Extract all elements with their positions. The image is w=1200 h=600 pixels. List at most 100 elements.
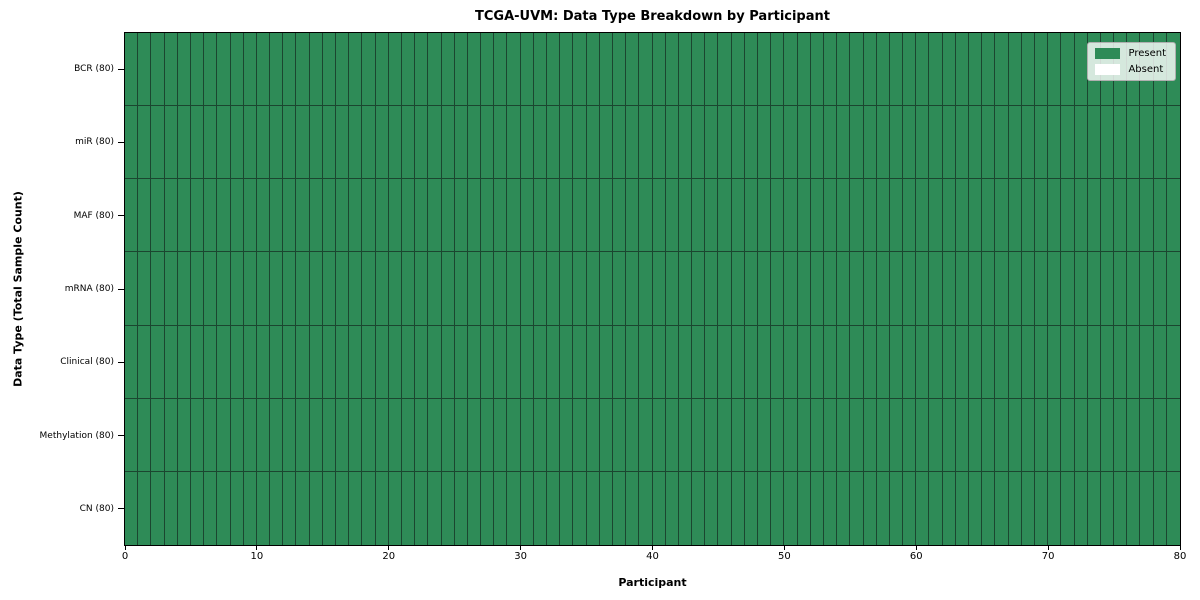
x-tick-label: 10 [250,551,264,562]
heatmap-cell [639,106,653,180]
heatmap-cell [256,179,271,253]
heatmap-cell [1087,106,1101,180]
heatmap-cell [626,325,640,399]
heatmap-cell [652,106,666,180]
heatmap-cell [1140,106,1154,180]
heatmap-cell [599,325,613,399]
heatmap-cell [1114,252,1128,326]
heatmap-cell [850,33,864,107]
heatmap-cell [309,33,323,107]
x-tick-mark [783,545,785,550]
heatmap-cell [481,398,495,472]
x-axis-label: Participant [618,576,687,589]
heatmap-cell [929,471,943,545]
heatmap-cell [982,252,996,326]
heatmap-cell [955,179,969,253]
heatmap-cell [164,471,178,545]
heatmap-cell [665,252,679,326]
heatmap-cell [362,398,376,472]
heatmap-cell [705,252,719,326]
heatmap-cell [889,179,904,253]
heatmap-cell [837,179,851,253]
heatmap-cell [336,325,350,399]
heatmap-cell [467,252,482,326]
heatmap-cell [428,106,442,180]
heatmap-cell [494,252,508,326]
heatmap-cell [415,325,429,399]
heatmap-cell [692,33,706,107]
heatmap-cell [1061,179,1075,253]
heatmap-cell [467,106,482,180]
heatmap-cell [481,179,495,253]
y-tick-mark [118,434,124,436]
heatmap-cell [190,33,205,107]
heatmap-cell [586,471,600,545]
heatmap-cell [547,471,561,545]
heatmap-cell [309,106,323,180]
y-axis-tick-labels: BCR (80) miR (80) MAF (80) mRNA (80) Clinica… [0,32,117,546]
heatmap-cell [1034,471,1049,545]
heatmap-cell [876,325,890,399]
heatmap-cell [758,471,772,545]
heatmap-cell [639,398,653,472]
heatmap-cell [1074,325,1088,399]
heatmap-cell [441,179,455,253]
heatmap-cell [217,471,231,545]
heatmap-cell [322,33,336,107]
heatmap-cell [270,33,284,107]
heatmap-cell [322,179,336,253]
heatmap-cell [797,252,811,326]
heatmap-cell [573,398,587,472]
heatmap-cell [283,33,297,107]
heatmap-cell [138,252,152,326]
heatmap-cell [929,252,943,326]
heatmap-cell [995,325,1009,399]
heatmap-cell [1140,179,1154,253]
heatmap-cell [164,398,178,472]
heatmap-cell [230,179,244,253]
x-tick-label: 70 [1041,551,1055,562]
heatmap-cell [533,471,547,545]
legend-entry-present: Present [1095,48,1166,59]
heatmap-cell [784,33,798,107]
heatmap-cell [520,179,534,253]
heatmap-cell [612,325,627,399]
heatmap-cell [969,179,983,253]
heatmap-cell [507,471,521,545]
heatmap-cell [810,252,824,326]
heatmap-cell [744,398,758,472]
heatmap-cell [164,179,178,253]
heatmap-cell [560,33,574,107]
heatmap-cell [481,325,495,399]
heatmap-cell [837,398,851,472]
heatmap-cell [125,33,139,107]
heatmap-cell [916,252,930,326]
heatmap-cell [1008,179,1022,253]
heatmap-cell [494,106,508,180]
y-tick-label: BCR (80) [74,63,114,74]
heatmap-cell [692,179,706,253]
heatmap-cell [850,471,864,545]
heatmap-cell [1074,33,1088,107]
heatmap-cell [942,471,956,545]
heatmap-cell [678,33,693,107]
heatmap-cell [1061,325,1075,399]
heatmap-cell [969,252,983,326]
heatmap-cell [678,325,693,399]
legend-swatch-present [1095,48,1121,59]
heatmap-cell [995,106,1009,180]
heatmap-cell [349,252,363,326]
heatmap-cell [863,106,877,180]
heatmap-cell [309,179,323,253]
heatmap-cell [823,33,838,107]
legend-label-absent: Absent [1128,64,1164,75]
heatmap-cell [903,33,917,107]
heatmap-cell [322,398,336,472]
heatmap-cell [692,471,706,545]
heatmap-cell [494,33,508,107]
heatmap-cell [177,179,191,253]
heatmap-cell [349,33,363,107]
heatmap-cell [969,33,983,107]
heatmap-cell [217,33,231,107]
